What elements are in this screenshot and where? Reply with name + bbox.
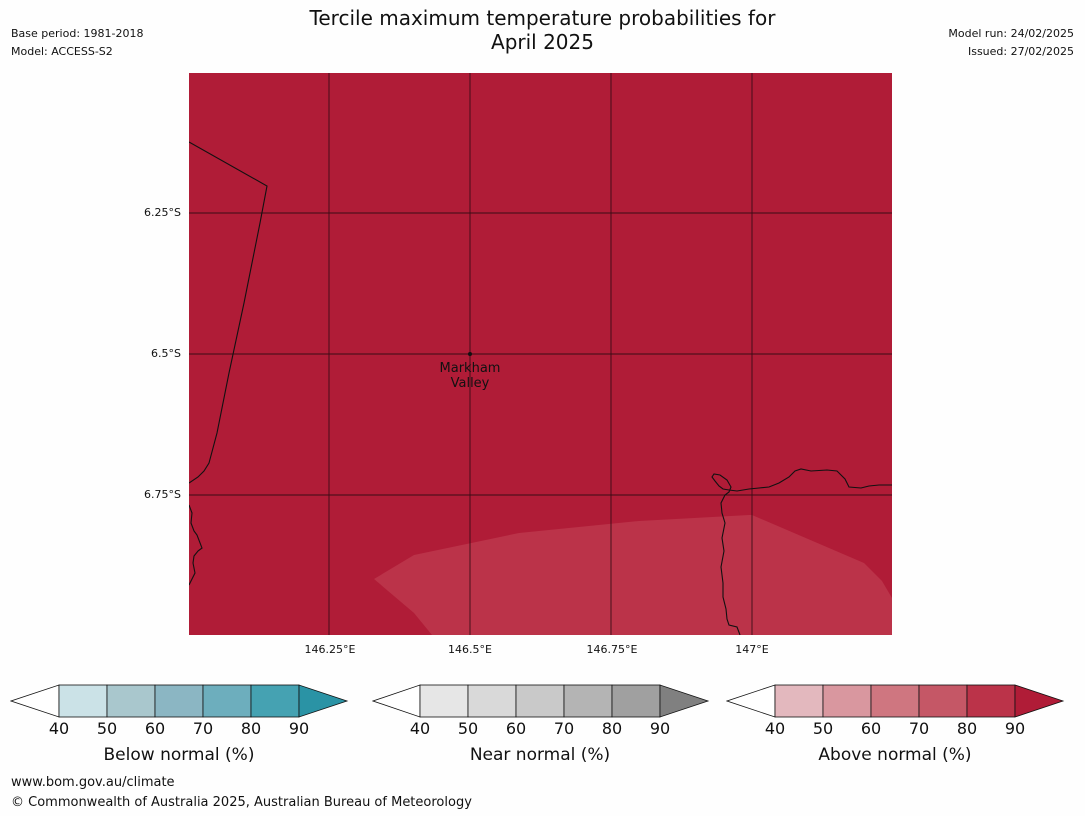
near-bin-80-90 [611, 684, 661, 718]
coastline-west [189, 504, 203, 586]
near-tick-80: 80 [601, 719, 623, 738]
below-tick-90: 90 [288, 719, 310, 738]
below-bin-70-80 [202, 684, 252, 718]
below-bin-80-90 [250, 684, 300, 718]
below-tick-60: 60 [144, 719, 166, 738]
near-tick-40: 40 [409, 719, 431, 738]
above-bin-50-60 [822, 684, 872, 718]
place-label-line-1: Markham [439, 361, 501, 376]
above-bin-80-90 [966, 684, 1016, 718]
lon-label-146-5: 146.5°E [448, 643, 492, 656]
below-tick-80: 80 [240, 719, 262, 738]
lat-label-6-25: 6.25°S [144, 206, 181, 219]
near-bin-70-80 [563, 684, 613, 718]
place-label-markham-valley: Markham Valley [410, 361, 530, 391]
above-bin-70-80 [918, 684, 968, 718]
coastline-east [711, 468, 892, 635]
near-upper-arrow [659, 684, 710, 718]
near-lower-arrow [371, 684, 421, 718]
lighter-probability-region [374, 515, 892, 635]
above-upper-arrow [1014, 684, 1065, 718]
map-canvas [189, 73, 892, 635]
above-tick-70: 70 [908, 719, 930, 738]
above-tick-60: 60 [860, 719, 882, 738]
lon-label-147: 147°E [735, 643, 769, 656]
legend-near-normal: 40 50 60 70 80 90 Near normal (%) [371, 684, 712, 765]
page-title: Tercile maximum temperature probabilitie… [0, 6, 1085, 54]
base-period-text: Base period: 1981-2018 [11, 27, 144, 40]
near-tick-90: 90 [649, 719, 671, 738]
place-label-line-2: Valley [450, 376, 490, 391]
above-tick-50: 50 [812, 719, 834, 738]
below-bin-60-70 [154, 684, 204, 718]
colorbar-near-normal [371, 684, 710, 718]
near-tick-60: 60 [505, 719, 527, 738]
footer-url[interactable]: www.bom.gov.au/climate [11, 775, 175, 790]
near-normal-title: Near normal (%) [469, 745, 611, 765]
lon-label-146-25: 146.25°E [304, 643, 356, 656]
near-bin-40-50 [419, 684, 469, 718]
below-lower-arrow [9, 684, 60, 718]
above-bin-60-70 [870, 684, 920, 718]
model-text: Model: ACCESS-S2 [11, 45, 113, 58]
issued-text: Issued: 27/02/2025 [967, 45, 1074, 58]
lon-label-146-75: 146.75°E [586, 643, 638, 656]
above-tick-40: 40 [764, 719, 786, 738]
below-tick-50: 50 [96, 719, 118, 738]
legend-below-normal: 40 50 60 70 80 90 Below normal (%) [9, 684, 350, 765]
lat-label-6-5: 6.5°S [151, 347, 181, 360]
model-run-text: Model run: 24/02/2025 [948, 27, 1074, 40]
below-tick-70: 70 [192, 719, 214, 738]
above-tick-90: 90 [1004, 719, 1026, 738]
footer-copyright: © Commonwealth of Australia 2025, Austra… [11, 795, 472, 810]
above-normal-title: Above normal (%) [818, 745, 972, 765]
above-lower-arrow [725, 684, 776, 718]
above-bin-40-50 [774, 684, 824, 718]
near-tick-70: 70 [553, 719, 575, 738]
metadata-left: Base period: 1981-2018 Model: ACCESS-S2 [11, 25, 143, 61]
below-upper-arrow [298, 684, 349, 718]
near-bin-60-70 [515, 684, 565, 718]
boundaries [189, 141, 892, 635]
title-line-1: Tercile maximum temperature probabilitie… [309, 6, 776, 30]
lat-label-6-75: 6.75°S [144, 488, 181, 501]
near-bin-50-60 [467, 684, 517, 718]
province-boundary [189, 141, 268, 484]
legend-above-normal: 40 50 60 70 80 90 Above normal (%) [725, 684, 1071, 765]
metadata-right: Model run: 24/02/2025 Issued: 27/02/2025 [948, 25, 1074, 61]
below-normal-title: Below normal (%) [103, 745, 255, 765]
title-line-2: April 2025 [491, 30, 594, 54]
colorbar-below-normal [9, 684, 349, 718]
colorbar-above-normal [725, 684, 1065, 718]
markham-valley-marker [468, 352, 472, 356]
below-bin-50-60 [106, 684, 156, 718]
above-tick-80: 80 [956, 719, 978, 738]
below-bin-40-50 [58, 684, 108, 718]
map-panel[interactable]: Markham Valley [189, 73, 892, 635]
below-tick-40: 40 [48, 719, 70, 738]
near-tick-50: 50 [457, 719, 479, 738]
